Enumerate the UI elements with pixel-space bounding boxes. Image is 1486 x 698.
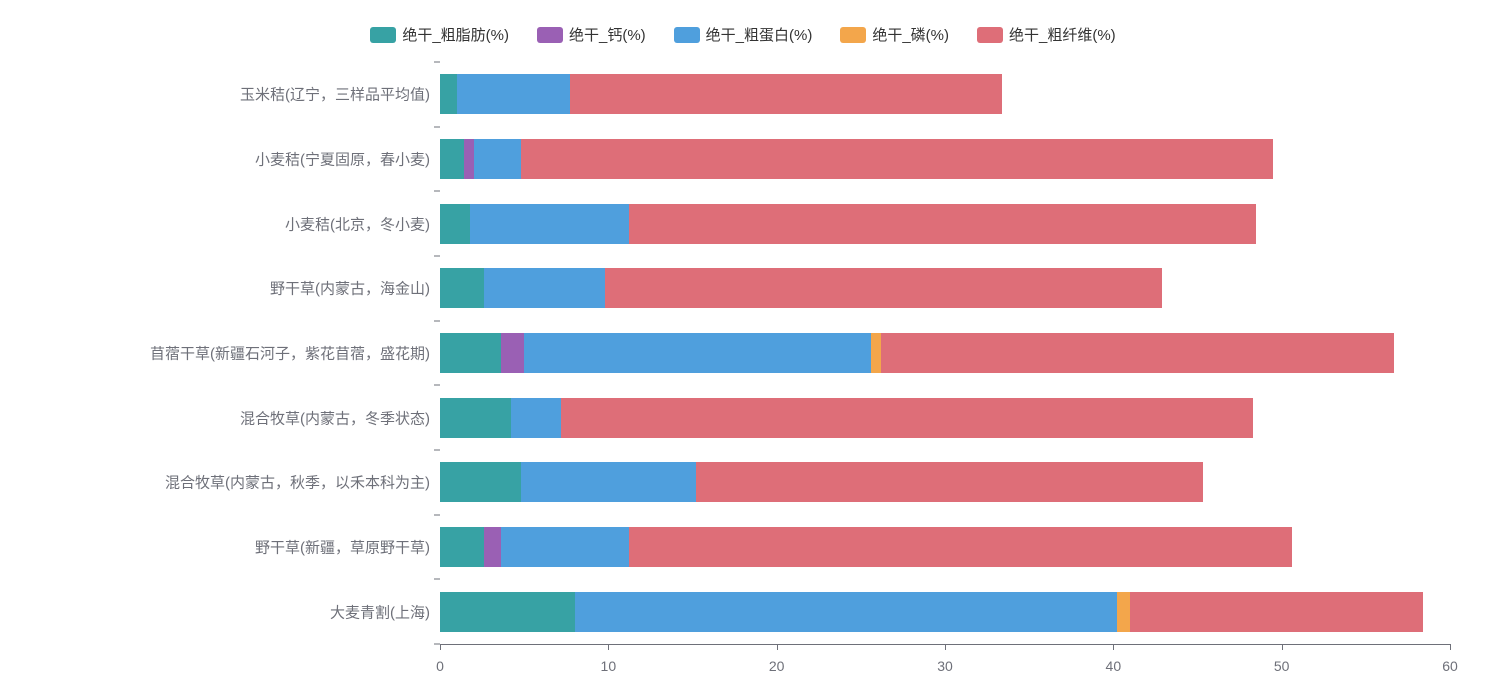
y-axis-tick bbox=[434, 450, 440, 451]
y-axis-label: 野干草(新疆，草原野干草) bbox=[255, 537, 430, 558]
legend-item[interactable]: 绝干_粗纤维(%) bbox=[977, 24, 1116, 45]
x-axis-tick bbox=[1282, 644, 1283, 650]
chart-root: 绝干_粗脂肪(%) 绝干_钙(%) 绝干_粗蛋白(%) 绝干_磷(%) 绝干_粗纤维(%… bbox=[0, 0, 1486, 698]
y-axis-label: 大麦青割(上海) bbox=[330, 601, 430, 622]
bar-segment-fat[interactable] bbox=[440, 527, 484, 567]
legend-label: 绝干_粗纤维(%) bbox=[1009, 24, 1116, 45]
legend-label: 绝干_钙(%) bbox=[569, 24, 646, 45]
bar-segment-fat[interactable] bbox=[440, 592, 575, 632]
bar-segment-fat[interactable] bbox=[440, 398, 511, 438]
legend-swatch bbox=[674, 27, 700, 43]
legend: 绝干_粗脂肪(%) 绝干_钙(%) 绝干_粗蛋白(%) 绝干_磷(%) 绝干_粗纤维(%… bbox=[0, 24, 1486, 45]
legend-swatch bbox=[977, 27, 1003, 43]
y-axis-label: 野干草(内蒙古，海金山) bbox=[270, 278, 430, 299]
bar[interactable] bbox=[440, 268, 1162, 308]
legend-item[interactable]: 绝干_粗脂肪(%) bbox=[370, 24, 509, 45]
bar-segment-protein[interactable] bbox=[521, 462, 696, 502]
x-axis-tick-label: 30 bbox=[937, 658, 953, 674]
bar-segment-fiber[interactable] bbox=[1130, 592, 1423, 632]
bar-segment-protein[interactable] bbox=[524, 333, 871, 373]
bar-segment-ca[interactable] bbox=[501, 333, 525, 373]
bar-segment-ca[interactable] bbox=[484, 527, 501, 567]
y-axis-tick bbox=[434, 514, 440, 515]
legend-item[interactable]: 绝干_磷(%) bbox=[840, 24, 949, 45]
bar[interactable] bbox=[440, 74, 1002, 114]
bar-segment-fat[interactable] bbox=[440, 462, 521, 502]
legend-item[interactable]: 绝干_钙(%) bbox=[537, 24, 646, 45]
bar-segment-fiber[interactable] bbox=[605, 268, 1162, 308]
bar-segment-fat[interactable] bbox=[440, 74, 457, 114]
y-axis-label: 玉米秸(辽宁，三样品平均值) bbox=[240, 84, 430, 105]
x-axis-tick-label: 60 bbox=[1442, 658, 1458, 674]
y-axis-label: 小麦秸(北京，冬小麦) bbox=[285, 213, 430, 234]
bar-segment-fat[interactable] bbox=[440, 333, 501, 373]
bar-segment-protein[interactable] bbox=[511, 398, 562, 438]
legend-label: 绝干_粗蛋白(%) bbox=[706, 24, 813, 45]
bar[interactable] bbox=[440, 333, 1394, 373]
bar-segment-fiber[interactable] bbox=[570, 74, 1003, 114]
y-axis-label: 苜蓿干草(新疆石河子，紫花苜蓿，盛花期) bbox=[150, 343, 430, 364]
x-axis-tick bbox=[1450, 644, 1451, 650]
x-axis-tick bbox=[945, 644, 946, 650]
x-axis-tick-label: 20 bbox=[769, 658, 785, 674]
y-axis-tick bbox=[434, 385, 440, 386]
bar-segment-p[interactable] bbox=[1117, 592, 1130, 632]
bar-segment-fat[interactable] bbox=[440, 204, 470, 244]
x-axis-tick bbox=[440, 644, 441, 650]
bar-segment-fiber[interactable] bbox=[521, 139, 1273, 179]
bar-segment-fiber[interactable] bbox=[696, 462, 1203, 502]
x-axis-tick-label: 40 bbox=[1106, 658, 1122, 674]
y-axis-tick bbox=[434, 62, 440, 63]
y-axis-label: 混合牧草(内蒙古，冬季状态) bbox=[240, 407, 430, 428]
legend-label: 绝干_粗脂肪(%) bbox=[402, 24, 509, 45]
y-axis-label: 小麦秸(宁夏固原，春小麦) bbox=[255, 149, 430, 170]
bar-segment-protein[interactable] bbox=[457, 74, 570, 114]
bar[interactable] bbox=[440, 462, 1203, 502]
bar[interactable] bbox=[440, 592, 1423, 632]
bar-segment-fiber[interactable] bbox=[629, 527, 1292, 567]
bar-segment-ca[interactable] bbox=[464, 139, 474, 179]
bar-segment-protein[interactable] bbox=[575, 592, 1117, 632]
bar[interactable] bbox=[440, 398, 1253, 438]
bar-segment-protein[interactable] bbox=[501, 527, 629, 567]
x-axis-tick bbox=[1113, 644, 1114, 650]
y-axis-tick bbox=[434, 126, 440, 127]
bar-segment-protein[interactable] bbox=[470, 204, 628, 244]
bar-segment-fiber[interactable] bbox=[561, 398, 1253, 438]
y-axis-tick bbox=[434, 191, 440, 192]
bar-segment-fat[interactable] bbox=[440, 139, 464, 179]
bar-segment-p[interactable] bbox=[871, 333, 881, 373]
x-axis-tick bbox=[777, 644, 778, 650]
bar[interactable] bbox=[440, 204, 1256, 244]
x-axis-tick-label: 0 bbox=[436, 658, 444, 674]
y-axis-tick bbox=[434, 320, 440, 321]
legend-swatch bbox=[537, 27, 563, 43]
x-axis-tick-label: 10 bbox=[601, 658, 617, 674]
y-axis-tick bbox=[434, 256, 440, 257]
bar-segment-protein[interactable] bbox=[484, 268, 605, 308]
y-axis-tick bbox=[434, 579, 440, 580]
legend-swatch bbox=[370, 27, 396, 43]
legend-swatch bbox=[840, 27, 866, 43]
legend-label: 绝干_磷(%) bbox=[872, 24, 949, 45]
y-axis-label: 混合牧草(内蒙古，秋季，以禾本科为主) bbox=[165, 472, 430, 493]
bar-segment-protein[interactable] bbox=[474, 139, 521, 179]
x-axis-tick bbox=[608, 644, 609, 650]
x-axis-tick-label: 50 bbox=[1274, 658, 1290, 674]
plot-area: 玉米秸(辽宁，三样品平均值)小麦秸(宁夏固原，春小麦)小麦秸(北京，冬小麦)野干… bbox=[440, 62, 1450, 644]
bar-segment-fat[interactable] bbox=[440, 268, 484, 308]
bar-segment-fiber[interactable] bbox=[629, 204, 1257, 244]
legend-item[interactable]: 绝干_粗蛋白(%) bbox=[674, 24, 813, 45]
bar-segment-fiber[interactable] bbox=[881, 333, 1394, 373]
bar[interactable] bbox=[440, 527, 1292, 567]
bar[interactable] bbox=[440, 139, 1273, 179]
